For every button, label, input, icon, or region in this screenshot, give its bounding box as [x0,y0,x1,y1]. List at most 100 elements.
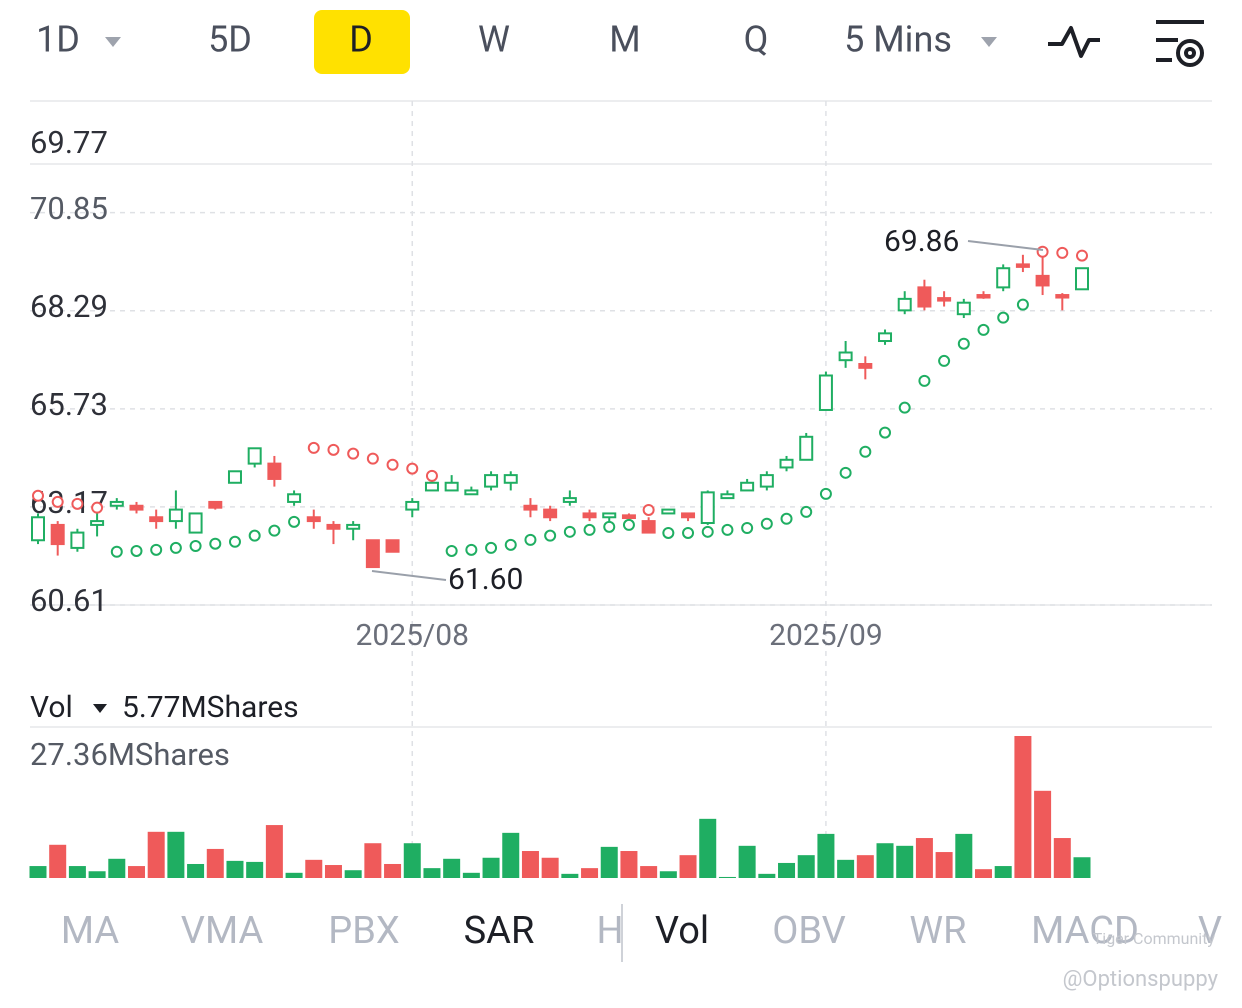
volume-bar [718,876,736,878]
candle-body [740,481,755,492]
volume-bar [29,866,47,878]
timeframe-tab[interactable]: 5D [208,19,252,61]
timeframe-tab[interactable]: W [478,19,510,61]
candle-body [306,516,321,523]
sar-dot [1076,249,1088,262]
candle-body [424,481,439,492]
indicator-tab[interactable]: SAR [464,909,535,953]
sar-dot [169,541,182,554]
dropdown-caret[interactable] [105,37,121,47]
timeframe-tab[interactable]: Q [744,19,769,61]
volume-bar [541,857,559,878]
timeframe-tab[interactable]: M [609,19,640,61]
candle-body [1015,263,1030,268]
volume-bar [561,873,579,878]
sar-dot [1016,298,1029,311]
candle-body [917,286,932,308]
candle-body [937,297,952,302]
volume-bar [502,832,520,878]
volume-bar [187,863,205,878]
sar-dot [209,537,222,550]
sar-dot [91,501,104,514]
volume-bar [975,869,993,878]
settings-icon[interactable] [1156,20,1204,67]
sar-dot [997,311,1010,324]
indicator-tabs: MA VMA PBX SAR H Vol OBV WR MACD V [61,909,1222,953]
sar-dot [327,443,340,456]
candle-body [129,504,144,511]
candle-body [90,520,105,526]
volume-bar [423,868,441,878]
sar-dot [938,354,951,367]
watermark: @Optionspuppy [1063,967,1219,992]
sar-dot [268,524,281,537]
timeframe-tab[interactable]: D [349,19,373,61]
indicator-tab[interactable]: PBX [328,909,399,953]
candle-body [818,374,833,411]
volume-bar [955,833,973,878]
sar-dot [879,426,892,439]
indicator-tab[interactable]: Vol [655,909,709,953]
candle-body [621,514,636,520]
candle-body [523,504,538,511]
candle-body [641,520,656,534]
indicator-icon[interactable] [1048,26,1100,58]
indicator-tab[interactable]: WR [909,909,966,953]
x-tick-label: 2025/09 [769,618,883,653]
dropdown-caret[interactable] [93,704,107,713]
sar-dot [347,447,360,460]
annotation-line [967,240,1044,251]
volume-bar [226,860,244,878]
x-tick-label: 2025/08 [355,618,469,653]
volume-bar [758,873,776,878]
candle-body [1035,274,1050,287]
indicator-tab[interactable]: V [1198,909,1222,953]
sar-dot [406,462,419,475]
candle-body [247,447,262,465]
indicator-tab[interactable]: H [596,909,623,953]
dropdown-caret[interactable] [981,37,997,47]
indicator-tab[interactable]: OBV [772,909,846,953]
sar-dot [859,445,872,458]
candle-body [681,512,696,519]
volume-bar [817,833,835,878]
volume-bar [265,825,283,878]
volume-bar [856,855,874,878]
indicator-tab[interactable]: MA [61,909,120,953]
candle-body [464,489,479,496]
sar-dot [780,512,793,525]
candle-body [562,497,577,503]
indicator-tab[interactable]: VMA [181,909,264,953]
volume-bar [482,857,500,878]
candle-body [976,294,991,299]
timeframe-tab[interactable]: 5 Mins [844,19,952,61]
candle-body [267,462,282,480]
candle-body [602,512,617,519]
timeframe-tab[interactable]: 1D [36,19,80,61]
volume-bar [738,845,756,878]
sar-dot [622,518,635,531]
sar-dot [465,543,478,556]
sar-dot [603,520,616,533]
volume-tick-label: 27.36MShares [30,736,230,773]
volume-bar [1034,790,1052,878]
volume-bar [600,846,618,878]
indicator-tab[interactable]: MACD [1031,909,1139,953]
sar-dot [544,529,557,542]
candle-body [227,470,242,484]
volume-bar [68,866,86,878]
sar-dot [800,505,813,518]
sar-dot [1056,246,1069,259]
candle-body [1055,294,1070,299]
candle-body [700,491,715,525]
volume-indicator-name[interactable]: Vol [30,690,73,725]
volume-bar [147,831,165,878]
y-tick-label: 65.73 [30,386,108,423]
sar-dot [425,469,438,482]
volume-bar [679,855,697,878]
candle-body [543,508,558,519]
sar-dot [563,525,576,538]
candle-body [878,332,893,343]
